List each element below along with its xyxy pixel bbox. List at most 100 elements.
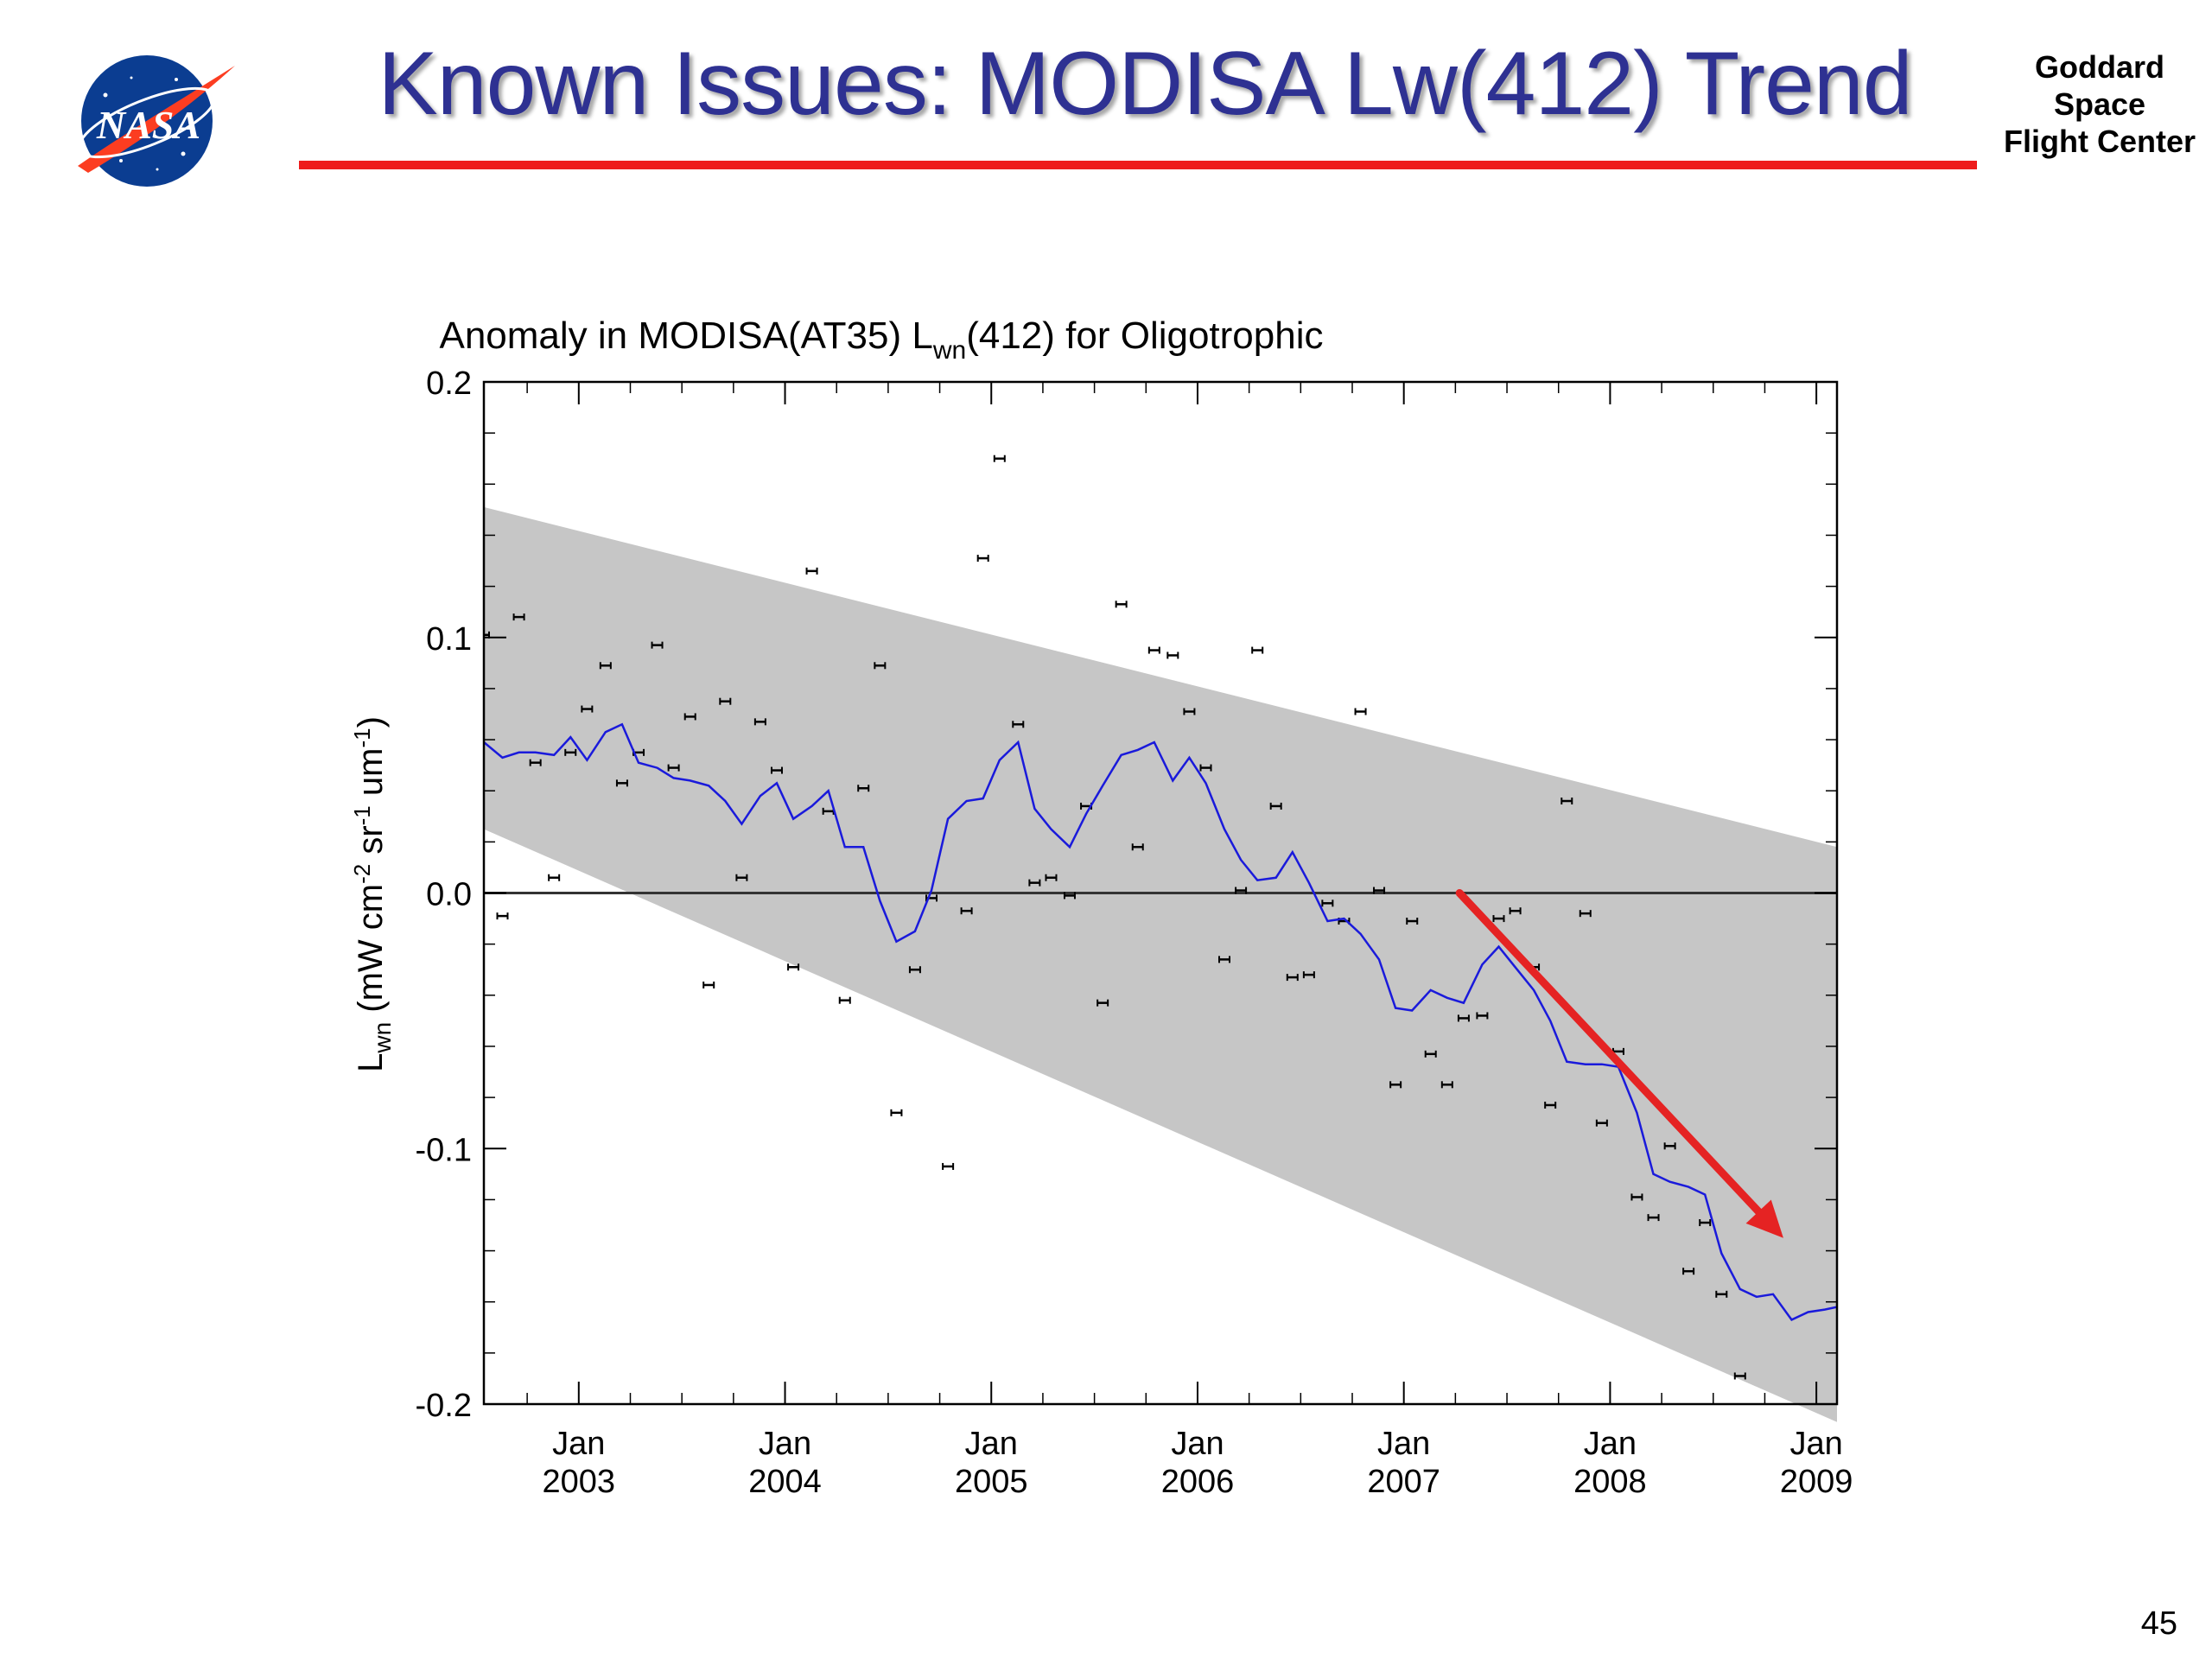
data-point bbox=[1166, 652, 1179, 659]
data-point bbox=[548, 874, 561, 881]
x-tick-label: Jan bbox=[1171, 1426, 1224, 1462]
data-point bbox=[1663, 1142, 1676, 1150]
anomaly-chart: Anomaly in MODISA(AT35) Lwn(412) for Oli… bbox=[349, 315, 1853, 1500]
data-point bbox=[651, 641, 664, 649]
data-point bbox=[1699, 1219, 1712, 1227]
y-tick-label: 0.0 bbox=[426, 877, 472, 913]
data-point bbox=[1183, 708, 1196, 715]
trend-arrow-shaft bbox=[1455, 889, 1763, 1216]
data-point bbox=[1096, 999, 1109, 1007]
data-point bbox=[787, 963, 800, 971]
data-point bbox=[1560, 798, 1573, 805]
data-point bbox=[1682, 1268, 1695, 1275]
data-point bbox=[683, 713, 696, 721]
data-point bbox=[1354, 708, 1367, 715]
data-point bbox=[1406, 918, 1419, 925]
x-tick-label: 2003 bbox=[543, 1464, 616, 1500]
data-point bbox=[1235, 887, 1248, 894]
y-tick-label: -0.1 bbox=[416, 1132, 472, 1168]
x-tick-label: 2007 bbox=[1367, 1464, 1440, 1500]
data-point bbox=[960, 907, 973, 915]
data-point bbox=[1147, 646, 1160, 654]
data-point bbox=[890, 1109, 903, 1116]
org-line-1: Goddard bbox=[2035, 49, 2164, 85]
scatter-points bbox=[484, 454, 1746, 1380]
data-point bbox=[976, 555, 989, 563]
org-line-3: Flight Center bbox=[2004, 124, 2196, 159]
data-point bbox=[564, 748, 577, 756]
uncertainty-band bbox=[484, 506, 1837, 1422]
data-point bbox=[1218, 956, 1231, 963]
data-point bbox=[908, 966, 921, 974]
data-point bbox=[1476, 1012, 1489, 1020]
data-point bbox=[1286, 974, 1299, 982]
data-point bbox=[496, 912, 509, 920]
x-tick-label: Jan bbox=[965, 1426, 1018, 1462]
x-tick-label: Jan bbox=[759, 1426, 811, 1462]
title-rule bbox=[299, 161, 1977, 169]
data-point bbox=[1424, 1050, 1437, 1058]
data-point bbox=[1321, 899, 1334, 907]
data-point bbox=[857, 785, 870, 792]
plot-area: 0.20.10.0-0.1-0.2Jan2003Jan2004Jan2005Ja… bbox=[416, 365, 1853, 1500]
data-point bbox=[735, 874, 748, 881]
data-point bbox=[719, 697, 732, 705]
data-point bbox=[1269, 802, 1282, 810]
trend-arrow-head bbox=[1745, 1199, 1783, 1238]
data-point bbox=[529, 759, 542, 766]
data-point bbox=[942, 1162, 955, 1170]
logo-text: NASA bbox=[96, 103, 200, 147]
page-number: 45 bbox=[2140, 1605, 2177, 1642]
y-tick-label: -0.2 bbox=[416, 1388, 472, 1424]
x-tick-label: Jan bbox=[1789, 1426, 1842, 1462]
data-point bbox=[1115, 601, 1128, 608]
data-point bbox=[1373, 887, 1386, 894]
data-point bbox=[1492, 915, 1505, 923]
data-point bbox=[1630, 1193, 1643, 1201]
data-point bbox=[1389, 1081, 1402, 1089]
data-point bbox=[1131, 843, 1144, 851]
y-tick-label: 0.1 bbox=[426, 621, 472, 658]
data-point bbox=[1063, 892, 1076, 899]
data-point bbox=[1045, 874, 1058, 881]
data-point bbox=[702, 981, 715, 988]
data-point bbox=[1251, 646, 1264, 654]
data-point bbox=[599, 662, 612, 670]
data-point bbox=[805, 567, 818, 575]
data-point bbox=[1199, 764, 1212, 772]
x-tick-label: Jan bbox=[552, 1426, 605, 1462]
data-point bbox=[838, 996, 851, 1004]
data-point bbox=[874, 662, 887, 670]
nasa-logo: NASA bbox=[78, 55, 235, 187]
data-point bbox=[1457, 1014, 1470, 1022]
data-point bbox=[1302, 971, 1315, 979]
org-label: Goddard Space Flight Center bbox=[1987, 48, 2212, 160]
data-point bbox=[512, 613, 525, 621]
x-tick-label: 2006 bbox=[1161, 1464, 1235, 1500]
x-tick-label: Jan bbox=[1584, 1426, 1637, 1462]
x-tick-label: 2005 bbox=[955, 1464, 1028, 1500]
data-point bbox=[1440, 1081, 1453, 1089]
data-point bbox=[1733, 1372, 1746, 1380]
data-point bbox=[581, 705, 594, 713]
data-point bbox=[615, 779, 628, 787]
data-point bbox=[667, 764, 680, 772]
data-point bbox=[1544, 1101, 1557, 1109]
data-point bbox=[1579, 910, 1592, 918]
data-point bbox=[770, 766, 783, 774]
data-point bbox=[1715, 1290, 1728, 1298]
y-tick-label: 0.2 bbox=[426, 365, 472, 402]
chart-title: Anomaly in MODISA(AT35) Lwn(412) for Oli… bbox=[439, 315, 1323, 365]
data-point bbox=[993, 454, 1006, 462]
x-tick-label: 2004 bbox=[748, 1464, 822, 1500]
smoothed-trend-line bbox=[484, 722, 1837, 1321]
data-point bbox=[753, 718, 766, 726]
x-tick-label: 2008 bbox=[1573, 1464, 1647, 1500]
x-tick-label: Jan bbox=[1377, 1426, 1430, 1462]
data-point bbox=[1509, 907, 1522, 915]
data-point bbox=[1647, 1214, 1660, 1222]
data-point bbox=[1012, 721, 1025, 728]
x-tick-label: 2009 bbox=[1780, 1464, 1853, 1500]
data-point bbox=[1595, 1119, 1608, 1127]
